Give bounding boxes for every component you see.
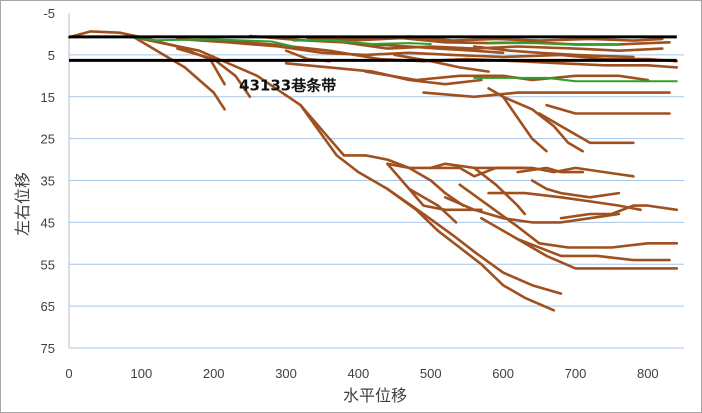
crack-line-20 [501, 95, 585, 153]
crack-line-31 [371, 43, 505, 55]
green-line-38 [487, 42, 620, 46]
y-tick-label: 45 [41, 215, 55, 230]
crack-line-14 [487, 191, 642, 212]
green-line-36 [292, 39, 432, 45]
x-tick-label: 500 [420, 366, 442, 381]
y-tick-label: 65 [41, 299, 55, 314]
crack-line-2 [176, 47, 252, 99]
y-tick-label: 35 [41, 174, 55, 189]
crack-line-4 [299, 103, 556, 312]
x-axis-title: 水平位移 [343, 386, 407, 405]
green-line-37 [473, 76, 678, 83]
reference-lines [69, 35, 677, 62]
x-tick-label: 600 [492, 366, 514, 381]
y-tick-label: -5 [43, 6, 55, 21]
crack-line-17 [516, 166, 585, 174]
crack-line-21 [537, 112, 635, 145]
series-layer [67, 30, 679, 312]
crack-line-13 [516, 237, 671, 262]
annotation-label: 43133巷条带 [239, 76, 336, 94]
crack-line-16 [530, 179, 621, 199]
horizontal-gridlines [69, 54, 684, 349]
y-tick-label: 15 [41, 90, 55, 105]
crack-line-32 [472, 45, 635, 59]
x-tick-label: 800 [637, 366, 659, 381]
y-tick-label: 5 [48, 48, 55, 63]
crack-line-33 [393, 53, 490, 73]
crack-line-3 [132, 35, 465, 207]
crack-line-1 [132, 35, 226, 111]
x-tick-labels: 0 100 200 300 400 500 600 700 800 [65, 366, 658, 381]
y-tick-label: 25 [41, 132, 55, 147]
x-tick-label: 700 [565, 366, 587, 381]
y-tick-label: 75 [41, 341, 55, 356]
x-tick-label: 100 [131, 366, 153, 381]
x-tick-label: 200 [203, 366, 225, 381]
y-tick-label: 55 [41, 257, 55, 272]
crack-line-18 [472, 166, 527, 216]
crack-line-8 [386, 162, 635, 178]
crack-line-15 [559, 204, 679, 220]
crack-line-19 [487, 87, 548, 153]
y-tick-labels: -5 5 15 25 35 45 55 65 75 [41, 6, 55, 356]
x-tick-label: 0 [65, 366, 72, 381]
crack-line-10 [443, 196, 621, 224]
crack-line-6 [386, 162, 458, 224]
crack-line-7 [407, 187, 483, 212]
crack-line-23 [422, 91, 671, 99]
crack-line-25 [284, 61, 483, 86]
x-tick-label: 300 [275, 366, 297, 381]
crack-line-22 [545, 103, 671, 115]
crack-line-5 [386, 187, 563, 295]
y-axis-title: 左右位移 [13, 172, 32, 236]
crack-line-11 [458, 183, 679, 249]
x-tick-label: 400 [348, 366, 370, 381]
